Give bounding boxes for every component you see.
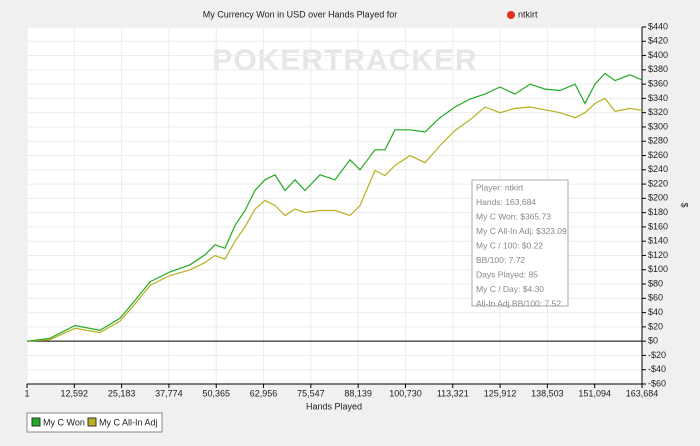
x-tick-label: 113,321: [437, 388, 469, 398]
legend-label: My C Won: [43, 417, 85, 427]
x-tick-label: 100,730: [389, 388, 422, 398]
y-tick-label: $240: [648, 164, 668, 174]
y-axis-label: $: [680, 202, 690, 207]
chart-title: My Currency Won in USD over Hands Played…: [203, 9, 397, 19]
x-tick-label: 75,547: [297, 388, 325, 398]
y-tick-label: $40: [648, 307, 663, 317]
info-line: Days Played: 85: [476, 269, 538, 279]
y-tick-label: $180: [648, 207, 668, 217]
y-tick-label: $100: [648, 264, 668, 274]
y-tick-label: $400: [648, 50, 668, 60]
x-tick-label: 25,183: [108, 388, 136, 398]
player-name: ntkirt: [518, 9, 538, 19]
info-line: All-In Adj BB/100: 7.52: [476, 298, 561, 308]
x-tick-label: 37,774: [155, 388, 183, 398]
y-tick-label: $220: [648, 178, 668, 188]
info-line: Hands: 163,684: [476, 197, 536, 207]
y-tick-label: $380: [648, 64, 668, 74]
legend-swatch: [87, 417, 97, 427]
info-line: Player: ntkirt: [476, 182, 524, 192]
x-tick-label: 163,684: [626, 388, 659, 398]
y-tick-label: $300: [648, 121, 668, 131]
player-icon: [507, 11, 515, 19]
y-tick-label: $260: [648, 150, 668, 160]
watermark: POKERTRACKER: [212, 44, 477, 77]
x-tick-label: 12,592: [61, 388, 89, 398]
info-line: My C / 100: $0.22: [476, 240, 543, 250]
y-tick-label: -$40: [648, 364, 666, 374]
y-tick-label: -$60: [648, 378, 666, 388]
y-tick-label: $340: [648, 93, 668, 103]
legend-label: My C All-In Adj: [99, 417, 158, 427]
x-tick-label: 125,912: [484, 388, 517, 398]
info-line: My C Won: $365.73: [476, 211, 551, 221]
x-tick-label: 88,139: [344, 388, 372, 398]
info-line: My C / Day: $4.30: [476, 284, 544, 294]
y-tick-label: $160: [648, 221, 668, 231]
series-line: [26, 97, 643, 342]
y-tick-label: $20: [648, 321, 663, 331]
x-tick-label: 1: [24, 388, 29, 398]
y-tick-label: $0: [648, 336, 658, 346]
y-tick-label: $440: [648, 21, 668, 31]
info-line: My C All-In Adj: $323.09: [476, 226, 567, 236]
x-tick-label: 138,503: [531, 388, 564, 398]
legend-swatch: [31, 417, 41, 427]
y-tick-label: $120: [648, 250, 668, 260]
x-tick-label: 50,365: [202, 388, 230, 398]
x-tick-label: 62,956: [250, 388, 278, 398]
series-line: [26, 72, 643, 342]
y-tick-label: $360: [648, 78, 668, 88]
y-tick-label: $60: [648, 293, 663, 303]
y-tick-label: $320: [648, 107, 668, 117]
y-tick-label: $280: [648, 136, 668, 146]
y-tick-label: -$20: [648, 350, 666, 360]
y-tick-label: $420: [648, 36, 668, 46]
y-tick-label: $140: [648, 236, 668, 246]
x-tick-label: 151,094: [578, 388, 611, 398]
y-tick-label: $80: [648, 278, 663, 288]
y-tick-label: $200: [648, 193, 668, 203]
info-box-frame: [471, 179, 569, 307]
info-box: Player: ntkirt Hands: 163,684 My C Won: $3…: [471, 179, 569, 308]
info-line: BB/100: 7.72: [476, 255, 525, 265]
x-axis-label: Hands Played: [306, 401, 362, 411]
